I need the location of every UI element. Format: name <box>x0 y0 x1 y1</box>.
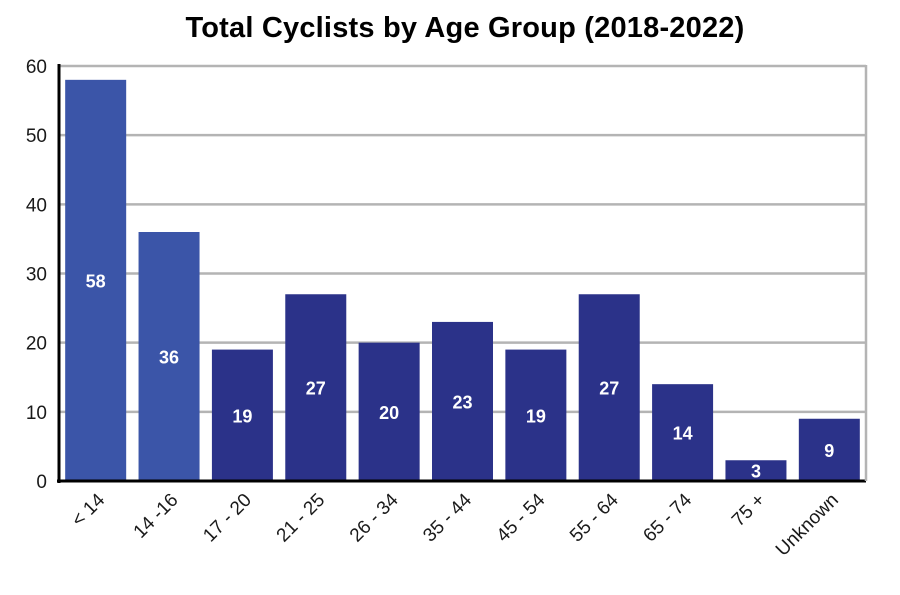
bar <box>798 418 860 481</box>
x-tick-label: 26 - 34 <box>346 489 403 546</box>
data-label: 27 <box>306 379 326 399</box>
x-tick-label: 17 - 20 <box>199 490 256 547</box>
data-label: 14 <box>673 424 693 444</box>
bar <box>211 349 273 481</box>
x-tick-label: 21 - 25 <box>273 490 330 547</box>
data-label: 23 <box>452 392 472 412</box>
bars <box>65 79 860 481</box>
data-label: 36 <box>159 348 179 368</box>
data-label: 19 <box>232 406 252 426</box>
y-tick-label: 20 <box>26 334 47 355</box>
y-tick-label: 0 <box>36 472 47 493</box>
x-tick-label: 55 - 64 <box>566 489 623 546</box>
data-label: 19 <box>526 406 546 426</box>
x-tick-label: Unknown <box>772 490 843 561</box>
x-tick-label: 75 + <box>728 490 769 531</box>
bar <box>65 79 127 481</box>
bar <box>505 349 567 481</box>
y-tick-label: 10 <box>26 403 47 424</box>
bar <box>285 294 347 481</box>
data-label: 9 <box>824 441 834 461</box>
x-tick-label: 14 -16 <box>130 490 183 543</box>
bar <box>578 294 640 481</box>
x-tick-label: 65 - 74 <box>639 489 696 546</box>
data-label: 58 <box>86 271 106 291</box>
x-tick-label: 45 - 54 <box>493 489 550 546</box>
data-label: 3 <box>751 462 761 482</box>
bar <box>358 342 420 481</box>
bar <box>432 321 493 481</box>
bar <box>652 384 714 481</box>
bar <box>138 232 200 481</box>
x-tick-label: 35 - 44 <box>419 489 476 546</box>
y-tick-label: 30 <box>26 265 47 286</box>
data-label: 27 <box>599 379 619 399</box>
axes <box>57 64 868 483</box>
bar <box>725 460 787 481</box>
data-label: 20 <box>379 403 399 423</box>
x-tick-label: < 14 <box>68 489 110 531</box>
y-tick-label: 60 <box>26 57 47 78</box>
y-tick-label: 40 <box>26 195 47 216</box>
chart-title: Total Cyclists by Age Group (2018-2022) <box>185 12 745 44</box>
y-tick-label: 50 <box>26 126 47 147</box>
